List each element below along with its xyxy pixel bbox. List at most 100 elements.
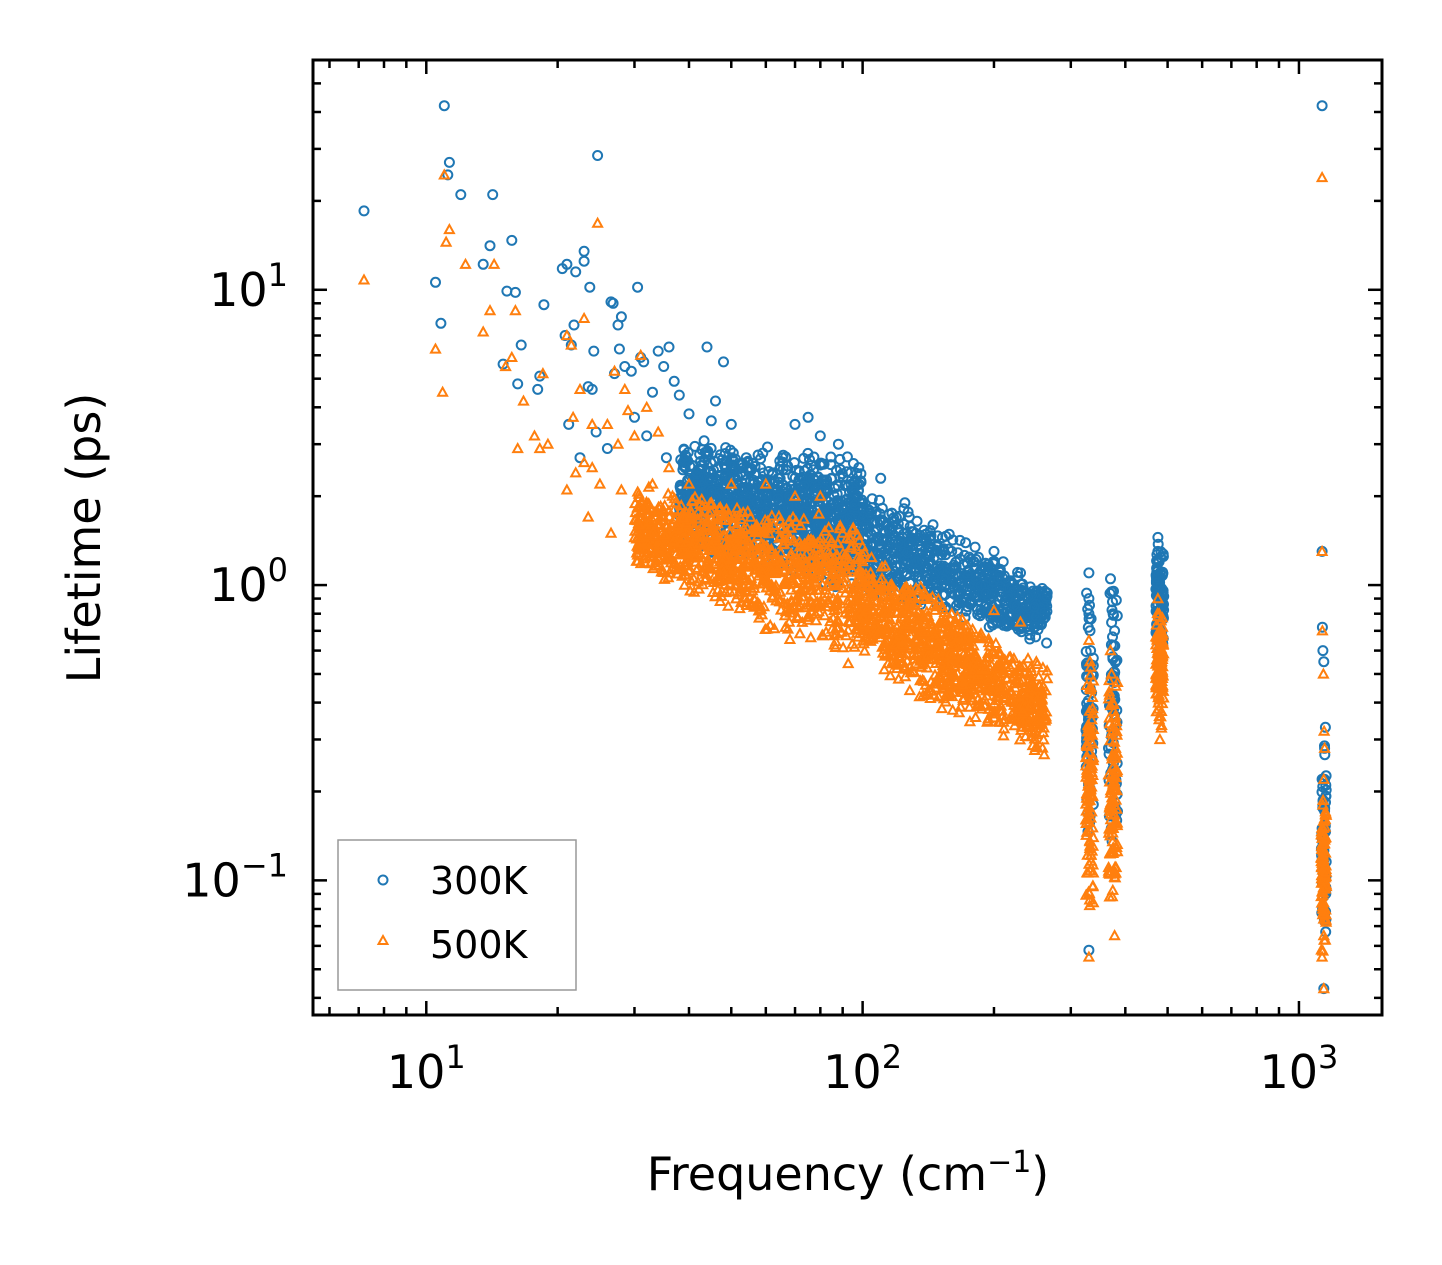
point-300k [696,463,707,475]
point-500k [783,529,796,541]
point-500k [1083,823,1096,836]
point-300k [987,617,998,629]
point-300k [972,551,984,563]
point-500k [933,669,947,681]
point-500k [942,689,955,701]
point-500k [990,689,1003,702]
point-300k [993,569,1005,581]
point-500k [1108,929,1121,941]
point-500k [586,461,599,473]
point-500k [684,584,697,596]
point-300k [1319,740,1330,752]
point-500k [908,665,921,677]
point-500k [794,585,808,597]
point-300k [1041,637,1053,649]
point-500k [723,525,737,538]
point-500k [815,593,828,606]
point-500k [789,515,803,527]
point-300k [725,418,737,430]
point-500k [618,382,631,394]
point-300k [538,299,550,311]
point-500k [459,257,472,269]
point-500k [742,574,755,586]
x-axis-label: Frequency (cm−1) [647,1145,1050,1201]
point-500k [878,663,891,675]
point-500k [710,527,724,539]
point-300k [860,522,872,534]
point-500k [890,598,903,610]
point-300k [903,537,915,549]
point-500k [1318,812,1331,824]
point-500k [783,632,797,644]
point-500k [842,656,855,669]
point-300k [1012,570,1024,582]
point-500k [757,555,770,567]
point-500k [1086,839,1100,851]
point-500k [714,500,727,512]
point-300k [1316,621,1328,633]
point-500k [765,509,779,521]
point-500k [890,661,904,674]
point-300k [940,530,952,542]
point-500k [978,663,992,675]
point-500k [1016,686,1029,698]
point-500k [1156,696,1169,709]
point-300k [1319,721,1331,733]
series-500k [357,168,1333,994]
point-300k [905,563,917,575]
point-500k [711,513,725,525]
point-300k [863,504,875,516]
point-500k [867,628,881,640]
point-500k [886,644,899,656]
point-500k [1035,687,1048,699]
point-500k [987,644,1000,656]
point-500k [1109,725,1123,737]
point-300k [673,389,685,401]
point-300k [988,576,1000,588]
point-500k [674,536,688,548]
point-300k [1108,585,1119,597]
point-500k [750,542,763,554]
point-300k [1029,621,1041,633]
point-500k [791,609,804,622]
point-300k [484,240,496,252]
point-500k [828,603,841,615]
point-500k [1316,899,1329,912]
point-500k [1008,698,1021,710]
point-500k [1317,896,1330,908]
point-500k [678,531,692,543]
point-500k [839,548,852,560]
point-500k [1150,618,1163,630]
point-500k [842,614,855,627]
point-500k [1016,705,1029,717]
point-500k [1080,825,1094,837]
point-300k [1107,651,1119,663]
point-500k [582,510,595,522]
point-500k [893,640,907,652]
point-300k [865,538,877,550]
point-500k [728,562,741,574]
point-300k [710,395,721,407]
point-500k [986,684,999,696]
point-300k [607,297,619,309]
point-300k [849,480,861,492]
point-500k [963,700,976,712]
point-500k [1080,738,1093,750]
point-500k [691,512,704,524]
point-500k [509,304,522,316]
point-500k [1080,791,1093,803]
point-500k [650,517,664,529]
point-500k [632,543,645,555]
point-300k [960,537,972,549]
point-500k [1103,804,1116,816]
point-500k [1038,748,1051,760]
point-500k [772,509,786,521]
point-500k [691,561,705,573]
point-500k [844,605,857,617]
point-300k [584,281,596,293]
point-500k [908,652,921,664]
point-500k [774,530,787,542]
point-500k [1315,544,1329,556]
point-300k [817,458,829,470]
point-500k [882,610,895,623]
